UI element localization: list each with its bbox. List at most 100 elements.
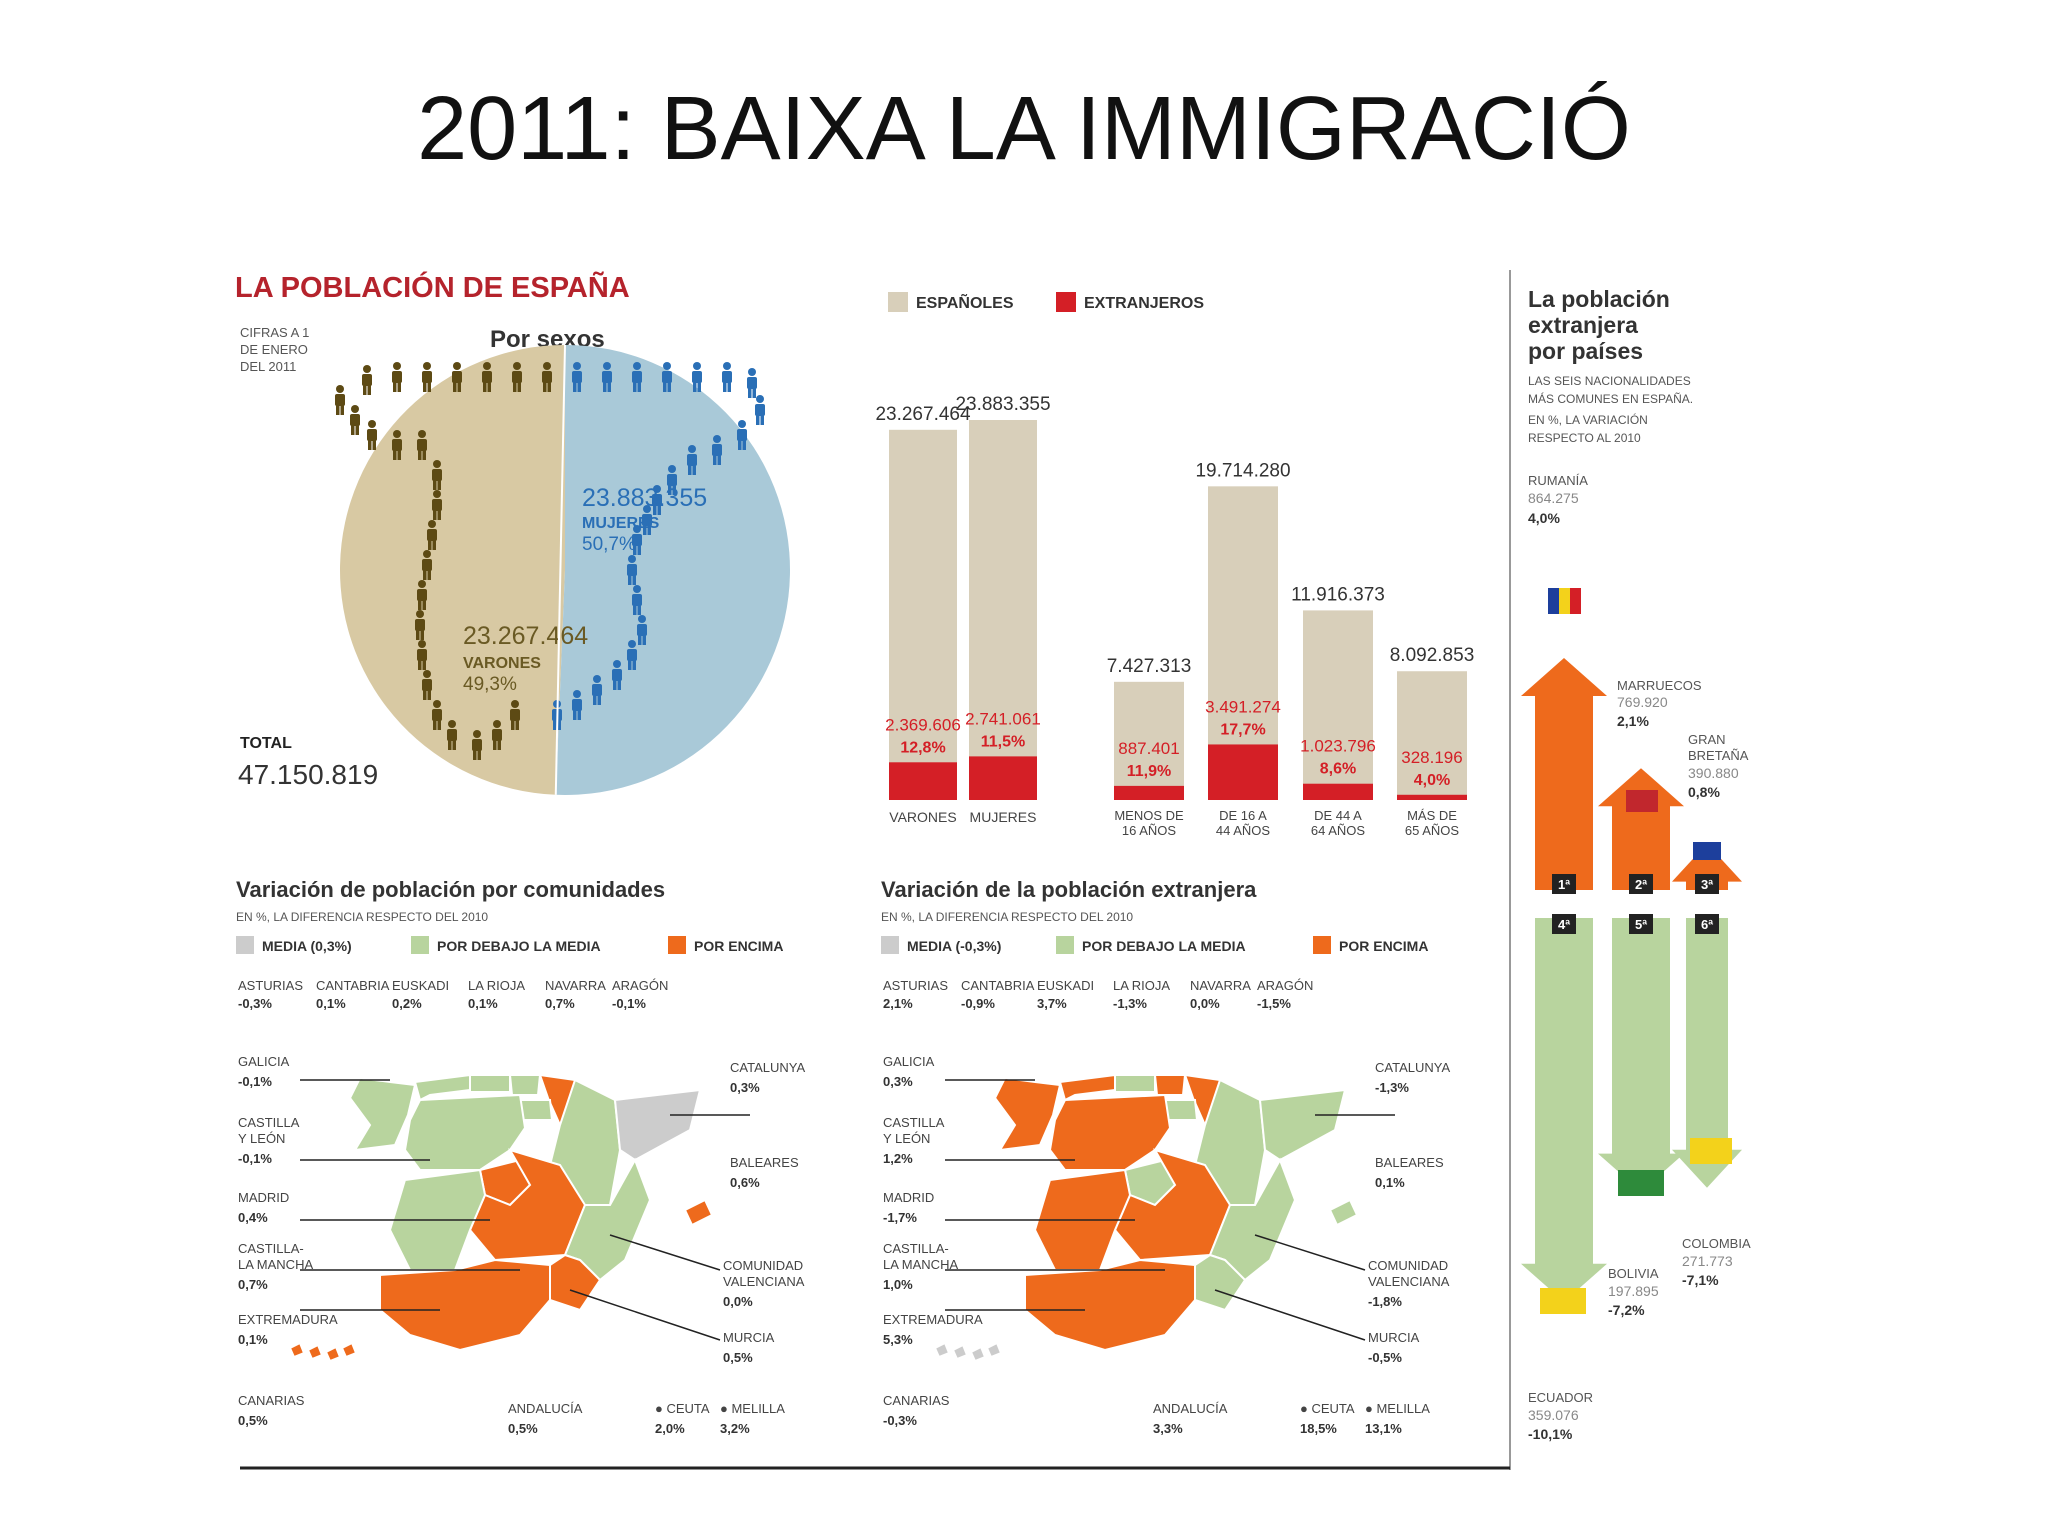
region-canarias: [985, 1341, 1003, 1359]
woman-icon: [747, 368, 757, 398]
region-value: 13,1%: [1365, 1421, 1402, 1436]
region-label: LA MANCHA: [238, 1257, 313, 1272]
arrow-up-icon: [1521, 658, 1607, 696]
legend-swatch-espanoles: [888, 292, 908, 312]
country-population: 197.895: [1608, 1283, 1659, 1299]
figure-head: [351, 405, 359, 413]
legend-espanoles: ESPAÑOLES: [916, 292, 1014, 312]
legend-swatch-extranjeros: [1056, 292, 1076, 312]
figure-body: [362, 374, 372, 386]
country-name: GRAN: [1688, 732, 1726, 747]
region-label: Y LEÓN: [883, 1131, 930, 1146]
bar-extranjeros: [1114, 785, 1184, 800]
figure-body: [427, 529, 437, 541]
figure-leg: [577, 710, 581, 720]
figure-leg: [427, 690, 431, 700]
man-icon: [482, 362, 492, 392]
bar-pct-label: 12,8%: [900, 739, 945, 756]
region-label: CATALUNYA: [1375, 1060, 1450, 1075]
region-value: 0,3%: [730, 1080, 760, 1095]
figure-body: [492, 729, 502, 741]
date-note-2: DE ENERO: [240, 342, 308, 357]
region-label: LA MANCHA: [883, 1257, 958, 1272]
figure-head: [493, 720, 501, 728]
colombia-flag-icon: [1690, 1138, 1732, 1164]
region-value: -0,1%: [238, 1151, 272, 1166]
figure-head: [368, 420, 376, 428]
region-value: 3,7%: [1037, 996, 1067, 1011]
man-icon: [427, 520, 437, 550]
figure-leg: [418, 600, 422, 610]
figure-head: [433, 460, 441, 468]
figure-body: [755, 404, 765, 416]
region-label: ● CEUTA: [1300, 1401, 1355, 1416]
region-label: CANARIAS: [238, 1393, 305, 1408]
figure-head: [336, 385, 344, 393]
country-name: ECUADOR: [1528, 1390, 1593, 1405]
legend-swatch: [881, 936, 899, 954]
figure-leg: [688, 465, 692, 475]
figure-leg: [437, 720, 441, 730]
region-label: CATALUNYA: [730, 1060, 805, 1075]
woman-icon: [667, 465, 677, 495]
figure-head: [393, 362, 401, 370]
bar-pct-label: 8,6%: [1320, 761, 1356, 778]
man-icon: [512, 362, 522, 392]
figure-body: [627, 649, 637, 661]
figure-leg: [427, 382, 431, 392]
figure-body: [482, 371, 492, 383]
rank-label: 4ª: [1558, 917, 1570, 932]
man-icon: [447, 720, 457, 750]
region-canarias: [324, 1345, 342, 1363]
figure-body: [667, 474, 677, 486]
leader-line: [1214, 1289, 1366, 1341]
region-value: 2,0%: [655, 1421, 685, 1436]
figure-head: [433, 490, 441, 498]
bar-espanoles: [889, 429, 957, 800]
figure-leg: [637, 382, 641, 392]
figure-leg: [418, 450, 422, 460]
flag-stripe: [1559, 588, 1570, 614]
woman-icon: [737, 420, 747, 450]
figure-leg: [607, 382, 611, 392]
figure-leg: [632, 575, 636, 585]
leader-line: [569, 1289, 721, 1341]
region-label: CASTILLA-: [238, 1241, 304, 1256]
country-name: COLOMBIA: [1682, 1236, 1751, 1251]
figure-head: [756, 395, 764, 403]
woman-icon: [712, 435, 722, 465]
figure-leg: [393, 450, 397, 460]
figure-head: [633, 525, 641, 533]
countries-title-3: por países: [1528, 338, 1643, 364]
woman-icon: [652, 485, 662, 515]
region-value: 0,7%: [545, 996, 575, 1011]
figure-head: [643, 505, 651, 513]
figure-leg: [448, 740, 452, 750]
country-variation: -10,1%: [1528, 1426, 1573, 1442]
region-label: CANARIAS: [883, 1393, 950, 1408]
bar-extranjeros-label: 3.491.274: [1205, 697, 1281, 716]
figure-body: [737, 429, 747, 441]
region-label: ● CEUTA: [655, 1401, 710, 1416]
figure-head: [393, 430, 401, 438]
figure-leg: [632, 660, 636, 670]
date-note-1: CIFRAS A 1: [240, 325, 309, 340]
legend-label: POR ENCIMA: [1339, 938, 1428, 954]
figure-leg: [628, 575, 632, 585]
legend-swatch: [1313, 936, 1331, 954]
region-label: COMUNIDAD: [1368, 1258, 1448, 1273]
legend-swatch: [411, 936, 429, 954]
figure-leg: [638, 635, 642, 645]
map-title: Variación de la población extranjera: [881, 877, 1257, 902]
figure-leg: [483, 382, 487, 392]
region-la-rioja: [518, 1099, 554, 1121]
figure-head: [633, 362, 641, 370]
rank-badge: [1695, 914, 1719, 934]
figure-head: [593, 675, 601, 683]
figure-body: [510, 709, 520, 721]
region-label: Y LEÓN: [238, 1131, 285, 1146]
region-label: ● MELILLA: [1365, 1401, 1430, 1416]
region-castilla-y-le-n: [403, 1093, 527, 1171]
bar-espanoles: [1303, 610, 1373, 800]
figure-body: [422, 679, 432, 691]
